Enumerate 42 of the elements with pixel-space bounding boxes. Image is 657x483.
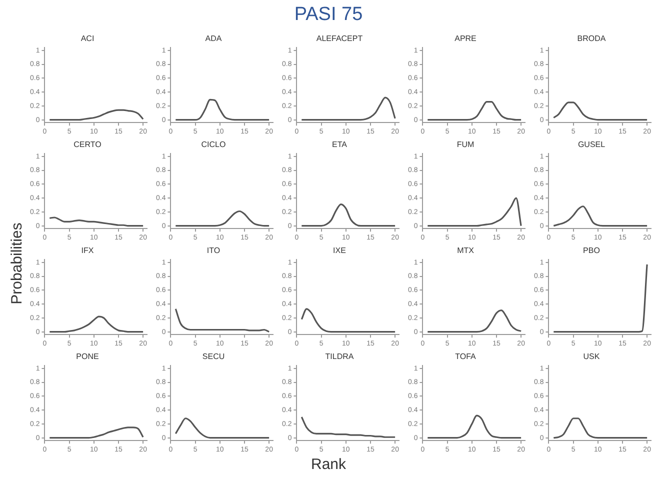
line-series [552,418,648,439]
chart-title: TOFA [455,352,477,362]
line-series [426,309,522,333]
chart-title: APRE [454,34,476,44]
line-series [426,100,522,121]
chart-title: TILDRA [325,352,354,362]
text: Rank [310,456,348,473]
line-series [48,216,144,227]
line-series [174,98,270,121]
chart-title: SECU [202,352,225,362]
chart-title: USK [583,352,600,362]
chart-title: IXE [333,246,346,256]
line-series [300,416,396,438]
chart-title: BRODA [577,34,606,44]
chart-title: ITO [206,246,220,256]
chart-title: ADA [205,34,222,44]
line-series [552,206,648,227]
chart-title: FUM [456,140,474,150]
chart-title: GUSEL [578,140,606,150]
line-series [48,316,144,333]
line-series [174,308,270,333]
line-series [426,197,522,227]
line-series [48,109,144,121]
line-series [426,414,522,439]
chart-title: IFX [81,246,94,256]
line-series [300,96,396,121]
line-series [300,203,396,227]
chart-title: CERTO [74,140,102,150]
chart-title: PBO [583,246,600,256]
line-series [300,308,396,333]
line-series [48,426,144,439]
line-series [552,102,648,121]
chart-title: ALEFACEPT [316,34,363,44]
chart-title: ACI [80,34,94,44]
chart-title: ETA [332,140,348,150]
line-series [174,418,270,439]
chart-title: CICLO [201,140,226,150]
text: PASI 75 [293,4,364,26]
line-series [174,210,270,227]
chart-title: MTX [457,246,475,256]
chart-title: PONE [76,352,99,362]
text: Probabilities [8,222,26,306]
